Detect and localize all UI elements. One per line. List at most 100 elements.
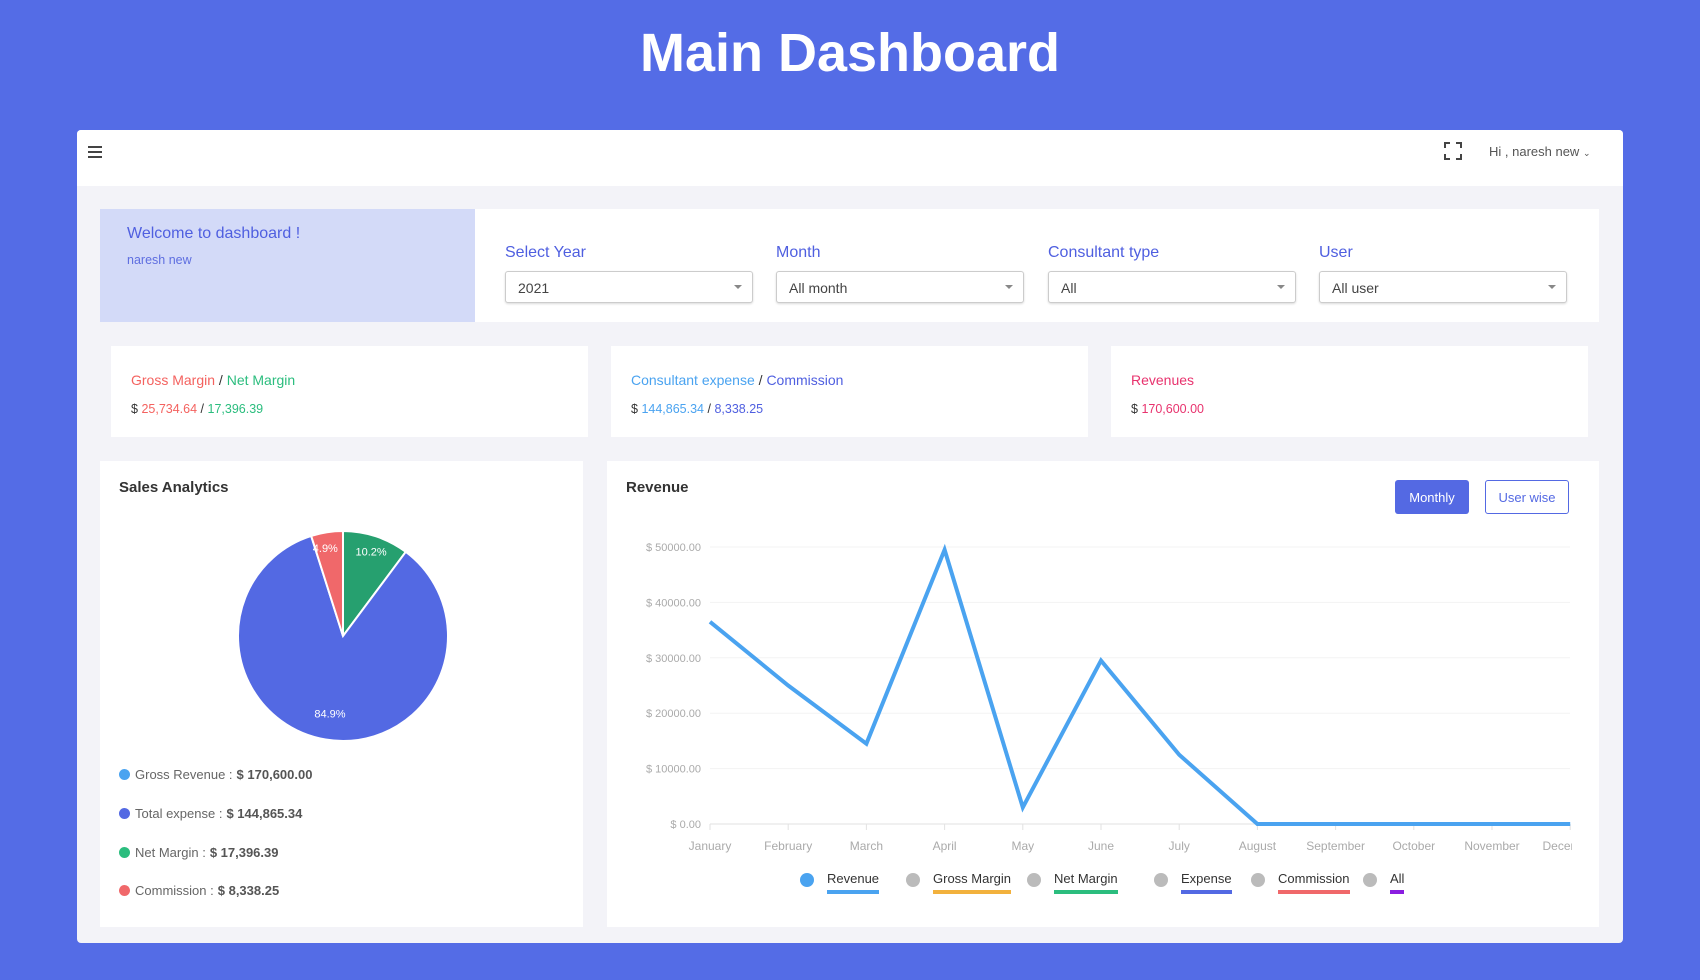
- revenue-line-chart: $ 0.00 $ 10000.00 $ 20000.00 $ 30000.00 $ 40…: [646, 461, 1599, 861]
- legend-gross-revenue: Gross Revenue : $ 170,600.00: [119, 767, 312, 782]
- legend-toggle-revenue[interactable]: Revenue: [800, 871, 880, 894]
- legend-dot: [119, 769, 130, 780]
- y-tick-label: $ 10000.00: [646, 764, 701, 776]
- dashboard-panel: Hi , naresh new ⌄ Welcome to dashboard !…: [77, 130, 1623, 943]
- x-tick-label: May: [1011, 839, 1034, 853]
- expense-stat-values: $ 144,865.34 / 8,338.25: [631, 402, 763, 416]
- toggle-dot-icon: [1251, 872, 1265, 887]
- y-tick-label: $ 0.00: [670, 819, 701, 831]
- user-label: User: [1319, 244, 1353, 261]
- legend-label: Net Margin :: [135, 845, 206, 860]
- sales-analytics-card: Sales Analytics 10.2% 84.9% 4.9% Gross Rev…: [100, 461, 583, 927]
- filter-card: Welcome to dashboard ! naresh new Select…: [100, 209, 1599, 322]
- legend-label: Expense: [1181, 871, 1232, 894]
- monthly-button[interactable]: Monthly: [1395, 480, 1469, 514]
- user-select[interactable]: All user: [1319, 271, 1567, 303]
- y-tick-label: $ 40000.00: [646, 597, 701, 609]
- user-menu[interactable]: Hi , naresh new ⌄: [1489, 144, 1591, 159]
- year-label: Select Year: [505, 244, 586, 261]
- legend-label: Gross Margin: [933, 871, 1012, 894]
- legend-dot: [119, 847, 130, 858]
- currency: $: [131, 402, 138, 416]
- legend-color-bar: [1054, 890, 1118, 894]
- hamburger-menu-icon[interactable]: [88, 146, 102, 158]
- legend-value: $ 170,600.00: [236, 767, 313, 782]
- user-greeting: Hi , naresh new: [1489, 144, 1580, 159]
- welcome-box: Welcome to dashboard ! naresh new: [100, 209, 475, 322]
- toggle-dot-icon: [906, 872, 920, 887]
- y-tick-label: $ 50000.00: [646, 542, 701, 554]
- x-tick-label: July: [1169, 839, 1190, 853]
- legend-toggle-expense[interactable]: Expense: [1154, 871, 1232, 894]
- year-select[interactable]: 2021: [505, 271, 753, 303]
- margin-stat-values: $ 25,734.64 / 17,396.39: [131, 402, 263, 416]
- month-select[interactable]: All month: [776, 271, 1024, 303]
- page-title: Main Dashboard: [639, 23, 1061, 83]
- legend-net-margin: Net Margin : $ 17,396.39: [119, 845, 279, 860]
- consultant-type-select[interactable]: All: [1048, 271, 1296, 303]
- legend-dot: [119, 808, 130, 819]
- caret-down-icon: [1005, 285, 1013, 289]
- x-tick-label: April: [933, 839, 957, 853]
- caret-down-icon: [1548, 285, 1556, 289]
- legend-total-expense: Total expense : $ 144,865.34: [119, 806, 302, 821]
- revenue-title: Revenue: [626, 479, 689, 496]
- pie-label: 84.9%: [314, 709, 345, 721]
- user-value: All user: [1332, 280, 1379, 296]
- toggle-dot-icon: [1027, 872, 1041, 887]
- legend-label: Commission :: [135, 883, 214, 898]
- legend-value: $ 17,396.39: [209, 845, 279, 860]
- y-tick-label: $ 30000.00: [646, 653, 701, 665]
- legend-toggle-all[interactable]: All: [1363, 871, 1405, 894]
- year-value: 2021: [518, 280, 550, 296]
- legend-label: Total expense :: [135, 806, 223, 821]
- x-tick-label: October: [1392, 839, 1435, 853]
- user-wise-button[interactable]: User wise: [1485, 480, 1569, 514]
- caret-down-icon: [1277, 285, 1285, 289]
- pie-slice-commission: [309, 529, 344, 637]
- x-tick-label: November: [1464, 839, 1519, 853]
- separator: /: [758, 372, 763, 388]
- x-tick-label: March: [850, 839, 883, 853]
- currency: $: [631, 402, 638, 416]
- pie-label: 4.9%: [313, 543, 338, 555]
- gross-margin-label: Gross Margin: [131, 372, 216, 388]
- x-tick-label: February: [764, 839, 812, 853]
- chevron-down-icon: ⌄: [1582, 148, 1591, 158]
- consultant-expense-value: 144,865.34: [641, 402, 704, 416]
- legend-color-bar: [1181, 890, 1232, 894]
- revenue-card: Revenue Monthly User wise $ 0.00 $ 10000.…: [607, 461, 1599, 927]
- margin-stat-card: Gross Margin / Net Margin $ 25,734.64 / …: [111, 346, 588, 437]
- sales-analytics-title: Sales Analytics: [119, 479, 229, 496]
- toggle-dot-icon: [800, 872, 814, 887]
- revenues-value: 170,600.00: [1141, 402, 1204, 416]
- legend-color-bar: [1390, 890, 1405, 894]
- net-margin-value: 17,396.39: [207, 402, 264, 416]
- commission-label: Commission: [766, 372, 844, 388]
- separator: /: [707, 402, 711, 416]
- currency: $: [1131, 402, 1138, 416]
- month-value: All month: [789, 280, 848, 296]
- pie-label: 10.2%: [356, 546, 387, 558]
- legend-label: Net Margin: [1054, 871, 1118, 894]
- legend-toggle-commission[interactable]: Commission: [1251, 871, 1350, 894]
- separator: /: [200, 402, 205, 416]
- legend-commission: Commission : $ 8,338.25: [119, 883, 279, 898]
- net-margin-label: Net Margin: [226, 372, 296, 388]
- legend-toggle-gross-margin[interactable]: Gross Margin: [906, 871, 1012, 894]
- gross-margin-value: 25,734.64: [141, 402, 198, 416]
- legend-label: Gross Revenue :: [135, 767, 233, 782]
- revenues-stat-values: $ 170,600.00: [1131, 402, 1204, 416]
- pie-slice-total-expense: [237, 534, 449, 742]
- legend-color-bar: [933, 890, 1012, 894]
- welcome-title: Welcome to dashboard !: [127, 225, 301, 242]
- expense-stat-card: Consultant expense / Commission $ 144,86…: [611, 346, 1088, 437]
- fullscreen-icon[interactable]: [1444, 142, 1462, 160]
- toggle-dot-icon: [1154, 872, 1168, 887]
- legend-color-bar: [827, 890, 880, 894]
- month-label: Month: [776, 244, 821, 261]
- legend-label: Revenue: [827, 871, 880, 894]
- consultant-type-label: Consultant type: [1048, 244, 1160, 261]
- legend-toggle-net-margin[interactable]: Net Margin: [1027, 871, 1118, 894]
- welcome-user: naresh new: [127, 253, 192, 267]
